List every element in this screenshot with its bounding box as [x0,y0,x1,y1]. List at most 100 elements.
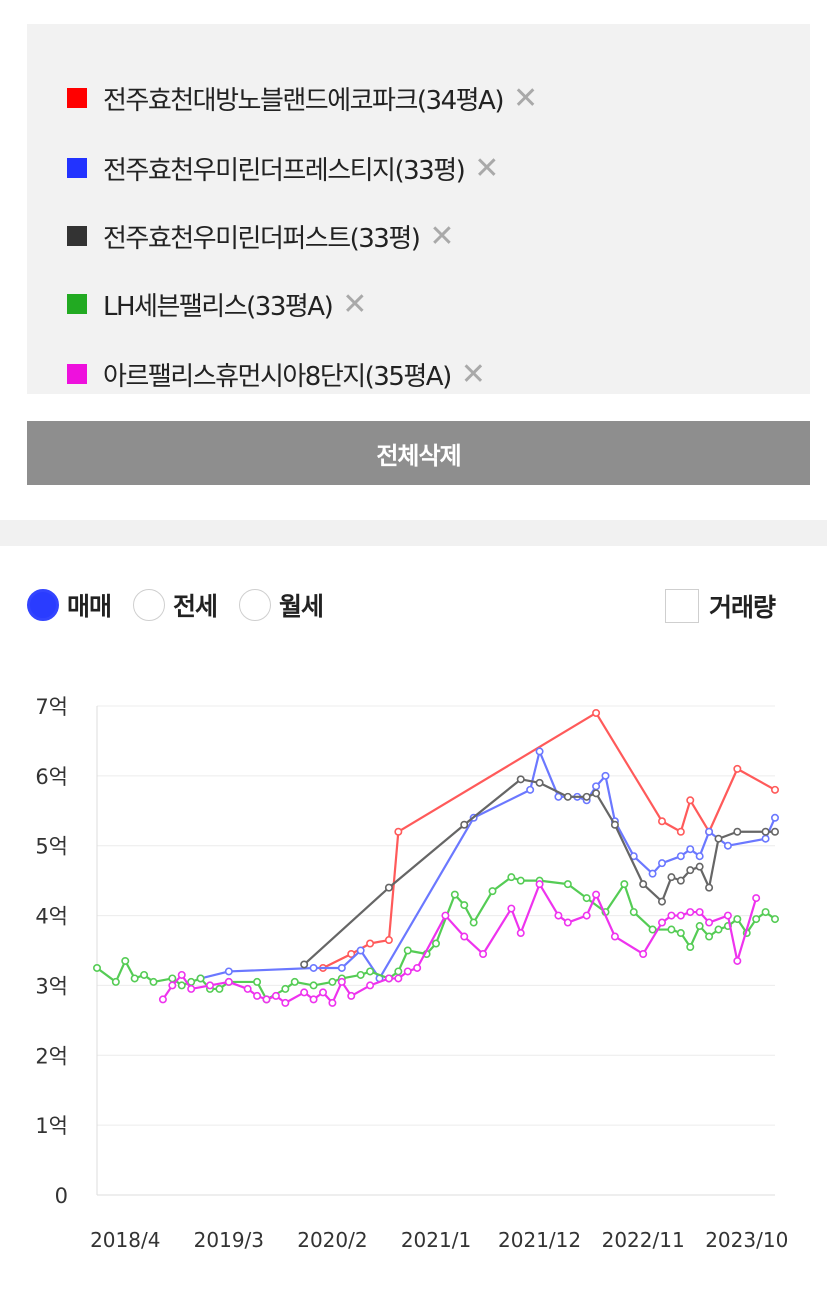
x-tick-label: 2020/2 [297,1228,367,1252]
data-point [356,970,365,979]
clear-all-button[interactable]: 전체삭제 [27,421,810,485]
data-point [657,859,666,868]
data-point [686,908,695,917]
data-point [705,918,714,927]
x-tick-label: 2018/4 [90,1228,160,1252]
data-point [733,764,742,773]
swatch-red [67,88,87,108]
data-point [300,960,309,969]
data-point [488,887,497,896]
data-point [686,845,695,854]
data-point [215,984,224,993]
data-point [460,901,469,910]
data-point [206,981,215,990]
data-point [168,981,177,990]
checkbox-icon[interactable] [665,589,699,623]
data-point [253,977,262,986]
data-point [648,925,657,934]
radio-circle-icon[interactable] [133,589,166,621]
data-point [667,925,676,934]
remove-icon[interactable]: ✕ [512,80,539,116]
data-point [328,977,337,986]
remove-icon[interactable]: ✕ [429,218,455,254]
radio-sale[interactable]: 매매 [27,587,112,623]
data-point [676,827,685,836]
legend-item-first: 전주효천우미린더퍼스트(33평) ✕ [67,216,455,256]
data-point [610,820,619,829]
legend-item-daebang: 전주효천대방노블랜드에코파크(34평A) ✕ [67,78,538,118]
data-point [592,890,601,899]
data-point [243,984,252,993]
data-point [93,963,102,972]
series-line-3 [96,876,776,1001]
data-point [121,956,130,965]
data-point [469,918,478,927]
data-point [657,918,666,927]
volume-checkbox[interactable]: 거래량 [665,588,776,624]
remove-icon[interactable]: ✕ [474,150,500,186]
swatch-green [67,294,87,314]
radio-circle-icon[interactable] [27,589,59,621]
swatch-dark [67,226,87,246]
data-point [347,991,356,1000]
y-tick-label: 7억 [35,695,68,719]
data-point [686,943,695,952]
data-point [309,995,318,1004]
data-point [676,876,685,885]
data-point [535,747,544,756]
y-tick-label: 5억 [35,835,68,859]
data-point [130,974,139,983]
data-point [366,981,375,990]
radio-label: 전세 [173,592,218,621]
data-point [695,908,704,917]
data-point [177,970,186,979]
data-point [714,925,723,934]
data-point [384,883,393,892]
data-point [441,911,450,920]
x-tick-label: 2022/11 [602,1228,685,1252]
radio-circle-icon[interactable] [239,589,272,621]
data-point [695,922,704,931]
data-point [676,852,685,861]
data-point [686,866,695,875]
y-tick-label: 1억 [35,1114,68,1138]
data-point [582,911,591,920]
x-tick-label: 2021/12 [498,1228,581,1252]
data-point [535,778,544,787]
y-tick-label: 2억 [35,1044,68,1068]
data-point [309,963,318,972]
remove-icon[interactable]: ✕ [342,286,368,322]
data-point [413,963,422,972]
volume-label: 거래량 [709,593,776,622]
data-point [187,984,196,993]
data-point [328,998,337,1007]
data-point [752,915,761,924]
radio-jeonse[interactable]: 전세 [133,587,218,623]
data-point [733,915,742,924]
section-divider [0,520,827,546]
data-point [723,841,732,850]
legend-item-lh: LH세븐팰리스(33평A) ✕ [67,284,367,324]
data-point [271,991,280,1000]
data-point [563,918,572,927]
data-point [479,949,488,958]
data-point [460,820,469,829]
data-point [507,904,516,913]
data-point [431,939,440,948]
data-point [676,911,685,920]
data-point [648,869,657,878]
data-point [695,852,704,861]
data-point [224,977,233,986]
data-point [460,932,469,941]
remove-icon[interactable]: ✕ [460,356,486,392]
data-point [620,880,629,889]
legend-label: 전주효천우미린더프레스티지(33평) [103,155,466,186]
data-point [394,827,403,836]
data-point [639,880,648,889]
data-point [140,970,149,979]
data-point [686,796,695,805]
data-point [563,792,572,801]
radio-monthly[interactable]: 월세 [239,587,324,623]
data-point [290,977,299,986]
